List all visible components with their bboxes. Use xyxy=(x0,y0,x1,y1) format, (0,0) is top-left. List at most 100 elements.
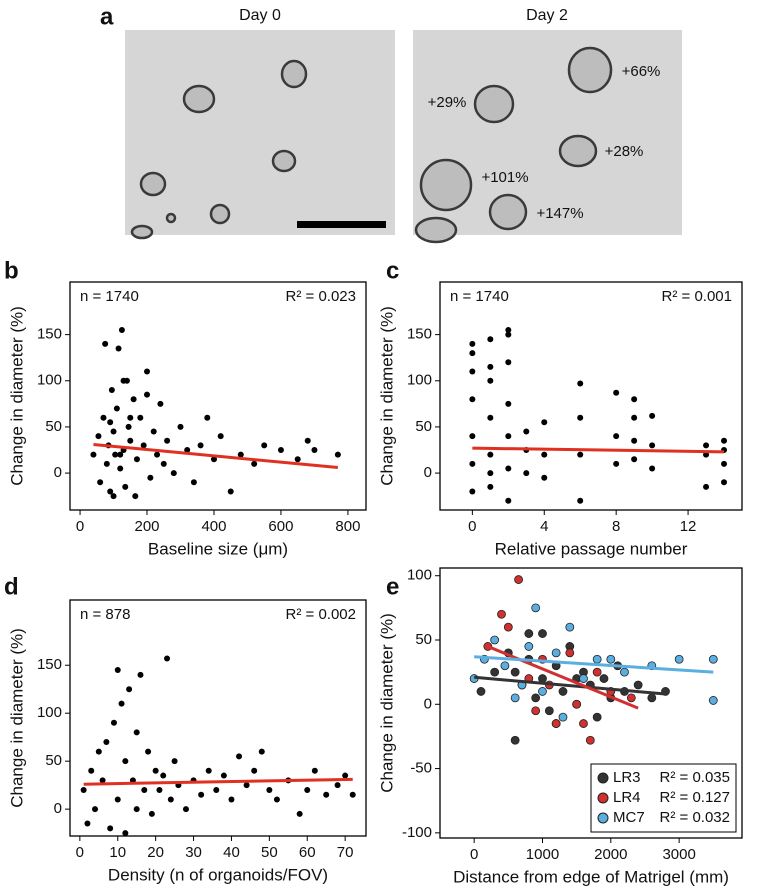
data-point xyxy=(505,433,512,440)
data-point xyxy=(476,687,486,696)
legend-r2: R² = 0.032 xyxy=(660,809,730,826)
data-point xyxy=(100,414,107,421)
y-tick-label: 150 xyxy=(37,656,62,673)
data-point xyxy=(228,796,235,803)
y-axis-label: Change in diameter (%) xyxy=(7,306,26,486)
data-point xyxy=(92,806,99,813)
data-point xyxy=(95,748,102,755)
growth-annotation: +28% xyxy=(605,143,644,160)
legend-marker xyxy=(597,772,609,784)
panel-label: b xyxy=(4,257,19,284)
data-point xyxy=(122,758,129,765)
data-point xyxy=(113,405,120,412)
x-tick-label: 0 xyxy=(76,518,84,535)
data-point xyxy=(198,791,205,798)
data-point xyxy=(117,465,124,472)
data-point xyxy=(148,810,155,817)
growth-annotation: +66% xyxy=(622,63,661,80)
data-point xyxy=(133,729,140,736)
x-tick-label: 70 xyxy=(337,844,354,861)
data-point xyxy=(579,674,588,683)
data-point xyxy=(182,806,189,813)
x-tick-label: 0 xyxy=(470,846,478,863)
data-point xyxy=(613,433,620,440)
data-point xyxy=(510,735,520,745)
data-point xyxy=(531,706,541,716)
data-point xyxy=(110,493,117,500)
growth-annotation: +147% xyxy=(536,205,583,222)
y-tick-label: 50 xyxy=(45,752,62,769)
y-tick-label: 0 xyxy=(54,464,62,481)
legend-r2: R² = 0.127 xyxy=(660,789,730,806)
data-point xyxy=(213,786,220,793)
plot-frame xyxy=(69,281,367,511)
data-point xyxy=(606,654,616,664)
data-point xyxy=(277,447,284,453)
data-point xyxy=(572,699,582,709)
data-point xyxy=(171,758,178,765)
data-point xyxy=(227,488,234,495)
data-point xyxy=(132,493,139,500)
data-point xyxy=(170,470,177,477)
data-point xyxy=(541,419,548,426)
data-point xyxy=(126,686,133,693)
y-tick-label: 0 xyxy=(424,464,432,481)
data-point xyxy=(469,488,476,495)
y-axis-label: Change in diameter (%) xyxy=(377,306,396,486)
plot-frame xyxy=(439,281,743,511)
x-tick-label: 400 xyxy=(201,518,226,535)
y-tick-label: 0 xyxy=(54,800,62,817)
panel-label: c xyxy=(386,257,399,284)
data-point xyxy=(220,772,227,779)
data-point xyxy=(190,479,197,486)
data-point xyxy=(130,396,137,403)
x-tick-label: 30 xyxy=(185,844,202,861)
data-point xyxy=(487,483,494,490)
data-point xyxy=(311,767,318,774)
data-point xyxy=(273,796,280,803)
data-point xyxy=(469,396,476,403)
data-point xyxy=(565,622,575,632)
data-point xyxy=(505,359,512,366)
legend-name: MC7 xyxy=(613,809,645,826)
data-point xyxy=(164,655,171,662)
data-point xyxy=(251,460,258,467)
data-point xyxy=(579,719,588,728)
data-point xyxy=(531,603,541,613)
data-point xyxy=(631,414,638,421)
data-point xyxy=(558,712,568,722)
panel-a-images: Day 0 Day 2 +66% +29% +28% +101% +147% xyxy=(125,7,682,244)
r2-label: R² = 0.001 xyxy=(662,288,732,305)
y-tick-label: 100 xyxy=(37,372,62,389)
legend-marker xyxy=(597,812,609,824)
fit-line xyxy=(474,675,666,696)
data-point xyxy=(115,345,122,352)
data-point xyxy=(531,693,541,703)
data-point xyxy=(538,687,547,696)
image-title: Day 0 xyxy=(239,7,281,24)
growth-annotation: +29% xyxy=(428,94,467,111)
data-point xyxy=(177,423,184,430)
x-tick-label: 200 xyxy=(134,518,159,535)
data-point xyxy=(164,437,171,444)
data-point xyxy=(544,706,554,716)
r2-label: R² = 0.023 xyxy=(286,288,356,305)
data-point xyxy=(236,753,243,760)
data-point xyxy=(674,654,684,664)
data-point xyxy=(510,667,520,677)
n-label: n = 1740 xyxy=(450,288,509,305)
data-point xyxy=(577,380,584,387)
data-point xyxy=(487,336,494,343)
data-point xyxy=(703,483,710,490)
data-point xyxy=(141,786,148,793)
scale-bar xyxy=(297,221,386,228)
data-point xyxy=(197,442,204,449)
data-point xyxy=(490,635,500,645)
data-point xyxy=(133,806,140,813)
data-point xyxy=(107,419,114,426)
y-tick-label: 100 xyxy=(407,372,432,389)
data-point xyxy=(145,748,152,755)
y-tick-label: -50 xyxy=(410,760,432,777)
n-label: n = 878 xyxy=(80,606,130,623)
x-tick-label: 50 xyxy=(261,844,278,861)
